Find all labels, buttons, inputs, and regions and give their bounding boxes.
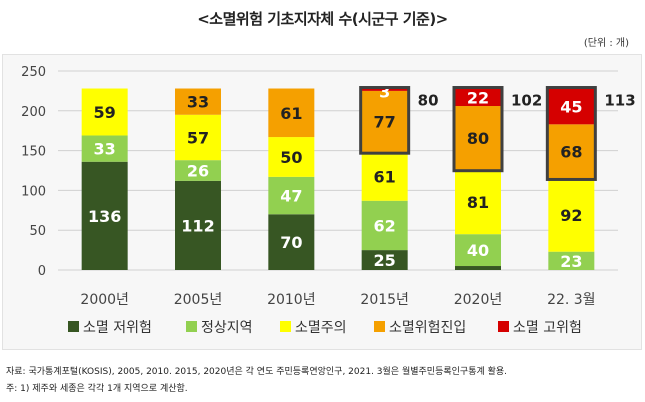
data-label: 47 [280, 187, 302, 206]
footnote: 주: 1) 제주와 세종은 각각 1개 지역으로 계산함. [6, 384, 188, 394]
bar-segment [361, 152, 408, 201]
y-tick-label: 0 [38, 264, 46, 279]
x-tick-label: 2005년 [174, 292, 223, 308]
data-label: 80 [467, 129, 489, 148]
data-label: 3 [379, 83, 390, 102]
bar-segment [268, 88, 315, 138]
bar-segment [455, 234, 501, 267]
data-label: 25 [374, 251, 396, 270]
bar-segment [455, 169, 501, 235]
bar-segment [81, 161, 128, 270]
data-label: 61 [374, 167, 396, 186]
legend-label: 정상지역 [201, 320, 253, 336]
data-label: 61 [280, 104, 302, 123]
bar-segment [175, 88, 221, 115]
data-label: 57 [187, 128, 209, 147]
data-label: 81 [467, 193, 489, 212]
x-tick-label: 2000년 [80, 292, 129, 308]
highlight-box [452, 86, 504, 173]
data-label: 33 [94, 140, 116, 159]
data-label: 33 [187, 93, 209, 112]
bar-segment [548, 251, 595, 270]
x-tick-label: 2020년 [454, 292, 503, 308]
data-label: 92 [560, 206, 582, 225]
bar-segment [361, 200, 408, 251]
data-label: 45 [560, 97, 582, 116]
legend-label: 소멸 고위험 [513, 320, 582, 336]
data-label: 136 [88, 207, 121, 226]
y-tick-label: 250 [21, 65, 46, 80]
y-tick-label: 200 [21, 105, 46, 120]
data-label: 23 [560, 252, 582, 271]
data-label: 40 [467, 241, 489, 260]
y-tick-label: 50 [29, 224, 46, 239]
bar-segment [548, 178, 595, 252]
legend-swatch [374, 321, 385, 332]
data-label: 22 [467, 88, 489, 107]
legend-swatch [186, 321, 197, 332]
total-label: 80 [418, 92, 439, 110]
data-label: 62 [374, 216, 396, 235]
legend-swatch [280, 321, 291, 332]
highlight-box [359, 86, 411, 155]
bar-segment [175, 114, 221, 161]
legend-label: 소멸주의 [295, 320, 347, 336]
bar-segment [361, 88, 408, 91]
x-tick-label: 22. 3월 [547, 292, 596, 308]
data-label: 77 [374, 113, 396, 132]
bar-segment [361, 90, 408, 153]
legend-label: 소멸 저위험 [83, 320, 152, 336]
y-tick-label: 150 [21, 145, 46, 160]
bar-segment [548, 124, 595, 179]
data-label: 68 [560, 142, 582, 161]
bar-segment [268, 176, 315, 215]
y-tick-label: 100 [21, 184, 46, 199]
data-label: 70 [280, 233, 302, 252]
legend-label: 소멸위험진입 [389, 320, 466, 336]
data-label: 112 [181, 216, 214, 235]
legend-swatch [68, 321, 79, 332]
bar-segment [175, 180, 221, 270]
total-label: 102 [511, 92, 542, 110]
data-label: 26 [187, 162, 209, 181]
x-tick-label: 2010년 [267, 292, 316, 308]
highlight-box [545, 86, 597, 181]
unit-label: (단위 : 개) [583, 38, 629, 49]
bar-segment [268, 214, 315, 270]
x-tick-label: 2015년 [360, 292, 409, 308]
data-label: 59 [94, 103, 116, 122]
bar-segment [548, 88, 595, 125]
total-label: 113 [604, 92, 635, 110]
legend-swatch [498, 321, 509, 332]
source-note: 자료: 국가통계포털(KOSIS), 2005, 2010. 2015, 202… [6, 367, 508, 377]
chart-title: <소멸위험 기초지자체 수(시군구 기준)> [197, 10, 448, 28]
bar-segment [455, 106, 501, 170]
bar-segment [455, 88, 501, 107]
bar-segment [81, 88, 128, 136]
bar-segment [361, 250, 408, 270]
bar-segment [455, 266, 501, 270]
bar-segment [81, 135, 128, 162]
bar-segment [175, 160, 221, 181]
bar-segment [268, 137, 315, 177]
data-label: 50 [280, 148, 302, 167]
